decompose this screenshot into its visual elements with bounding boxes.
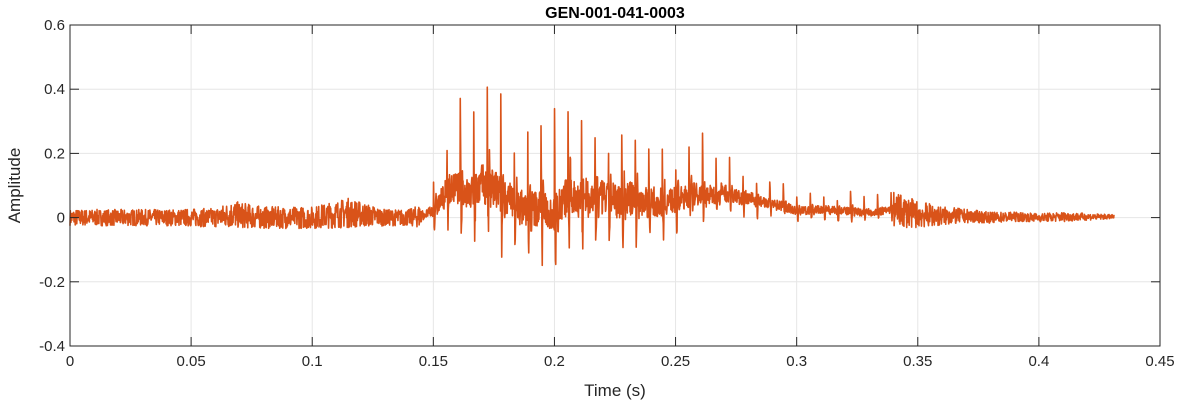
x-tick-label: 0.25 — [661, 353, 690, 370]
x-tick-label: 0.05 — [177, 353, 206, 370]
y-axis-label: Amplitude — [5, 148, 24, 224]
y-tick-label: 0.2 — [44, 145, 65, 162]
waveform-series — [69, 86, 1115, 267]
plot-frame — [69, 24, 1161, 347]
waveform-line — [69, 86, 1115, 267]
y-tick-label: 0.4 — [44, 81, 65, 98]
x-axis-label: Time (s) — [584, 381, 646, 400]
y-tick-label: 0 — [57, 210, 65, 227]
y-tick-label: -0.2 — [39, 274, 65, 291]
x-tick-label: 0.45 — [1145, 353, 1174, 370]
x-tick-labels: 0 0.05 0.1 0.15 0.2 0.25 0.3 0.35 0.4 0.45 — [66, 353, 1175, 370]
x-tick-label: 0.4 — [1028, 353, 1049, 370]
x-tick-label: 0.2 — [544, 353, 565, 370]
chart-title: GEN-001-041-0003 — [545, 5, 685, 22]
tick-marks — [69, 24, 1161, 347]
x-tick-label: 0 — [66, 353, 74, 370]
x-tick-label: 0.3 — [786, 353, 807, 370]
y-tick-label: -0.4 — [39, 338, 65, 355]
x-tick-label: 0.35 — [903, 353, 932, 370]
y-tick-label: 0.6 — [44, 17, 65, 34]
x-tick-label: 0.15 — [419, 353, 448, 370]
y-tick-labels: -0.4 -0.2 0 0.2 0.4 0.6 — [39, 17, 65, 355]
x-tick-label: 0.1 — [302, 353, 323, 370]
